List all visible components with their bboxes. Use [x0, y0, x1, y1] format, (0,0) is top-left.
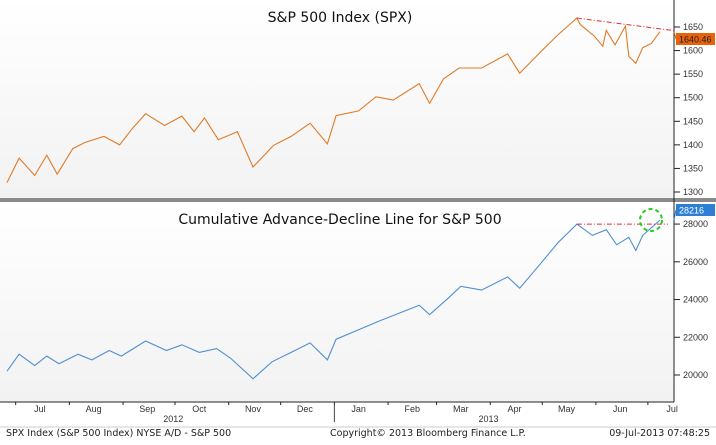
y-tick-label: 1300 [683, 187, 703, 197]
y-tick-label: 1450 [683, 116, 703, 126]
top-chart-title: S&P 500 Index (SPX) [268, 10, 413, 26]
last-value-badge [676, 33, 715, 45]
top-plot-area [0, 0, 674, 198]
x-tick-label: Jun [613, 404, 628, 414]
bottom-plot-area [0, 202, 674, 402]
x-year-label: 2012 [163, 414, 183, 424]
y-tick-label: 1550 [683, 69, 703, 79]
x-tick-label: Nov [245, 404, 262, 414]
x-tick-label: Aug [86, 404, 102, 414]
x-tick-label: Sep [139, 404, 155, 414]
ad-line-series [6, 219, 661, 380]
x-tick-label: Jul [666, 404, 678, 414]
y-tick-label: 1600 [683, 46, 703, 56]
last-value-label: 1640.46 [679, 35, 712, 45]
x-tick-label: Apr [507, 404, 521, 414]
x-year-label: 2013 [479, 414, 499, 424]
y-tick-label: 28000 [683, 219, 708, 229]
x-tick-label: Oct [192, 404, 207, 414]
trendline [576, 17, 675, 32]
y-tick-label: 20000 [683, 370, 708, 380]
x-tick-label: Jan [351, 404, 366, 414]
y-tick-label: 1500 [683, 93, 703, 103]
y-tick-label: 1650 [683, 22, 703, 32]
last-value-pointer [673, 209, 677, 221]
footer-timestamp: 09-Jul-2013 07:48:25 [609, 428, 710, 439]
y-tick-label: 1350 [683, 163, 703, 173]
x-tick-label: Jul [34, 404, 46, 414]
last-value-badge [676, 204, 715, 216]
footer-copyright: Copyright© 2013 Bloomberg Finance L.P. [330, 428, 526, 439]
y-tick-label: 24000 [683, 295, 708, 305]
x-tick-label: Dec [297, 404, 314, 414]
y-tick-label: 22000 [683, 332, 708, 342]
footer-left: SPX Index (S&P 500 Index) NYSE A/D - S&P… [6, 428, 231, 439]
x-tick-label: Feb [405, 404, 421, 414]
bottom-chart-title: Cumulative Advance-Decline Line for S&P … [178, 212, 501, 228]
panel-divider [0, 198, 716, 202]
last-value-label: 28216 [679, 206, 704, 216]
spx-line-series [6, 17, 661, 183]
highlight-circle [639, 208, 663, 232]
y-tick-label: 1400 [683, 140, 703, 150]
x-tick-label: May [558, 404, 576, 414]
x-tick-label: Mar [453, 404, 469, 414]
last-value-pointer [673, 31, 677, 40]
y-tick-label: 26000 [683, 257, 708, 267]
